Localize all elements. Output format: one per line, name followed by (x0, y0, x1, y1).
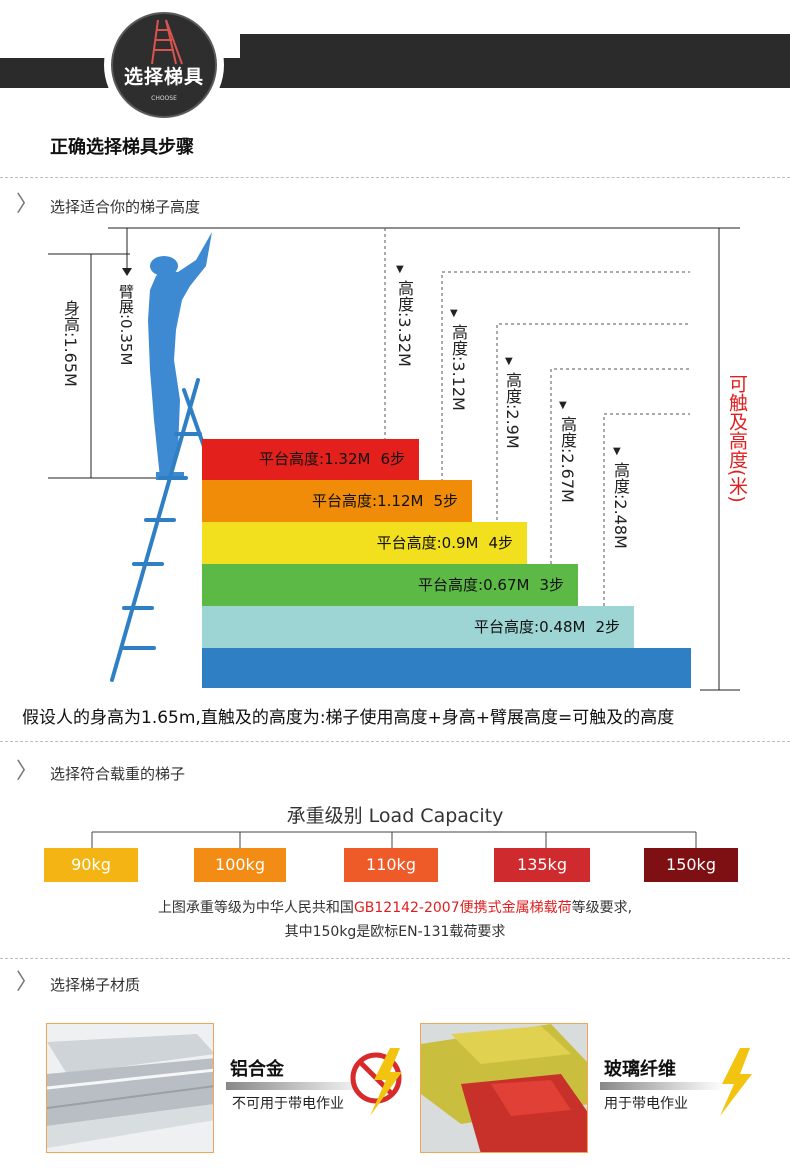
step-4: 平台高度:0.9M 4步 (202, 522, 527, 564)
step-platform-label: 平台高度:1.12M (312, 492, 424, 510)
note-prefix: 上图承重等级为中华人民共和国 (157, 900, 354, 916)
material-name-fiberglass: 玻璃纤维 (604, 1059, 676, 1080)
step-5: 平台高度:1.12M 5步 (202, 480, 472, 522)
chevron-right-icon: 〉 (16, 759, 39, 784)
material-underline (226, 1082, 376, 1090)
reach-height-1: 高度:3.32M (395, 280, 414, 367)
load-standard-note-2: 其中150kg是欧标EN-131载荷要求 (284, 924, 506, 940)
body-height-label: 身高:1.65M (61, 300, 80, 387)
reach-height-5: 高度:2.48M (611, 462, 630, 549)
height-formula-caption: 假设人的身高为1.65m,直触及的高度为:梯子使用高度+身高+臂展高度=可触及的… (22, 708, 675, 728)
arm-span-label: 臂展:0.35M (117, 284, 135, 366)
step-platform-label: 平台高度:0.67M (418, 576, 530, 594)
lightning-icon (720, 1048, 752, 1116)
load-level-100kg: 100kg (194, 848, 286, 882)
step-count: 5步 (433, 492, 458, 510)
step-count: 4步 (488, 534, 513, 552)
load-level-110kg: 110kg (344, 848, 438, 882)
page-subtitle: 正确选择梯具步骤 (50, 137, 194, 158)
aluminum-image (46, 1023, 214, 1153)
section-title-height: 选择适合你的梯子高度 (50, 198, 201, 216)
load-standard-note: 上图承重等级为中华人民共和国GB12142-2007便携式金属梯载荷等级要求, (0, 897, 790, 917)
step-6: 平台高度:1.32M 6步 (202, 439, 419, 480)
step-count: 6步 (380, 450, 405, 468)
load-level-150kg: 150kg (644, 848, 738, 882)
fiberglass-image (420, 1023, 588, 1153)
arrow-down-icon: ▼ (450, 308, 458, 319)
step-platform-label: 平台高度:1.32M (259, 450, 371, 468)
header-badge-inner (111, 12, 217, 118)
material-desc-aluminum: 不可用于带电作业 (232, 1096, 344, 1112)
reach-height-2: 高度:3.12M (449, 324, 468, 411)
load-capacity-title: 承重级别 Load Capacity (286, 805, 504, 827)
load-level-90kg: 90kg (44, 848, 138, 882)
load-tree-lines (91, 831, 697, 848)
chevron-right-icon: 〉 (16, 970, 39, 995)
badge-title: 选择梯具 (123, 66, 204, 88)
reach-height-4: 高度:2.67M (558, 416, 577, 503)
arrow-down-icon: ▼ (613, 446, 621, 457)
badge-subtitle: CHOOSE (151, 95, 177, 102)
reach-height-3: 高度:2.9M (503, 372, 522, 449)
step-base (202, 648, 691, 688)
material-underline (600, 1082, 724, 1090)
no-electric-icon (350, 1048, 402, 1116)
material-desc-fiberglass: 用于带电作业 (604, 1096, 688, 1112)
reach-height-label: 可触及高度(米) (726, 374, 748, 503)
note-suffix: 等级要求, (571, 900, 633, 916)
step-platform-label: 平台高度:0.9M (376, 534, 479, 552)
note-standard: GB12142-2007便携式金属梯载荷 (353, 900, 572, 916)
section-divider (0, 958, 790, 959)
section-divider (0, 177, 790, 178)
chevron-right-icon: 〉 (16, 192, 39, 217)
step-platform-label: 平台高度:0.48M (474, 618, 586, 636)
section-title-load: 选择符合载重的梯子 (50, 765, 186, 783)
step-count: 3步 (539, 576, 564, 594)
material-name-aluminum: 铝合金 (230, 1059, 284, 1080)
section-title-material: 选择梯子材质 (50, 976, 141, 994)
header-bar-upper (240, 34, 790, 74)
ladder-icon (151, 19, 183, 65)
section-divider (0, 741, 790, 742)
arrow-down-icon: ▼ (559, 400, 567, 411)
arrow-down-icon: ▼ (505, 356, 513, 367)
step-2: 平台高度:0.48M 2步 (202, 606, 634, 648)
step-count: 2步 (595, 618, 620, 636)
arrow-down-icon: ▼ (396, 264, 404, 275)
step-3: 平台高度:0.67M 3步 (202, 564, 578, 606)
load-level-135kg: 135kg (494, 848, 590, 882)
